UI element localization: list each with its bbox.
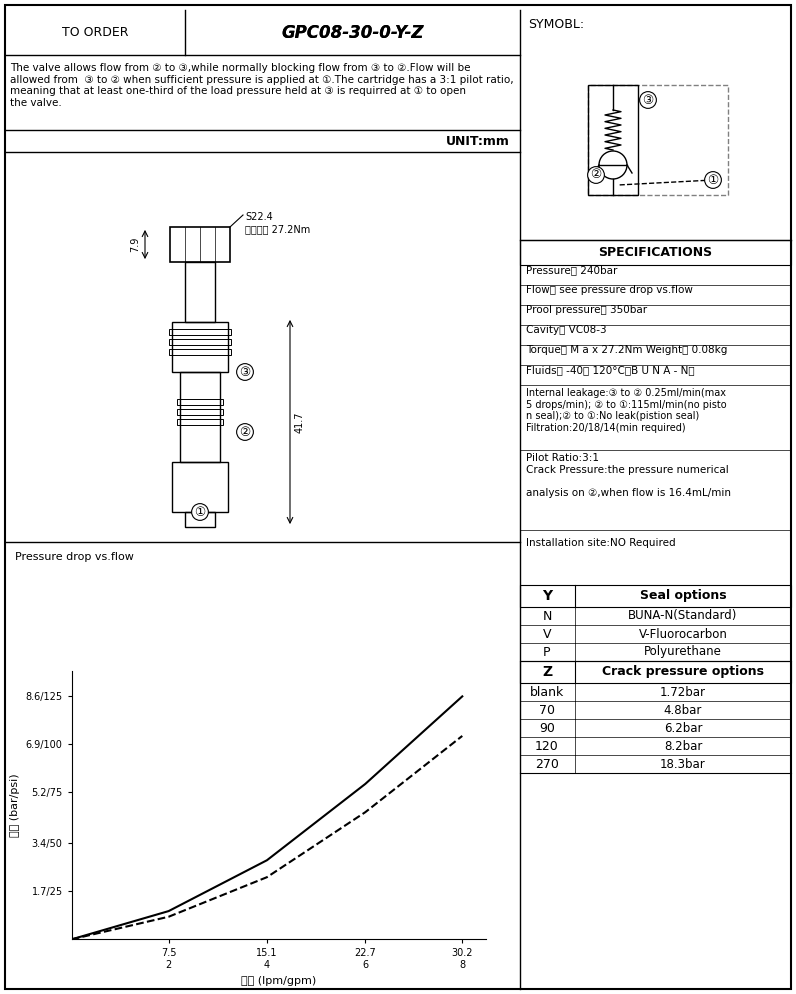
Text: Flow： see pressure drop vs.flow: Flow： see pressure drop vs.flow — [526, 285, 693, 295]
Text: 70: 70 — [539, 704, 555, 717]
r — [361, 806, 370, 818]
Bar — [172, 322, 228, 372]
Text: ③到 ②—(p)； ② 到③ - - -(r): ③到 ②—(p)； ② 到③ - - -(r) — [125, 833, 275, 846]
Text: GPC08-30-0-Y-Z: GPC08-30-0-Y-Z — [281, 24, 423, 42]
Text: ②: ② — [591, 169, 602, 182]
Bar — [185, 262, 215, 322]
Text: Internal leakage:③ to ② 0.25ml/min(max
5 drops/min); ② to ①:115ml/min(no pisto
n: Internal leakage:③ to ② 0.25ml/min(max 5… — [526, 388, 727, 432]
Text: The valve allows flow from ② to ③,while normally blocking flow from ③ to ②.Flow : The valve allows flow from ② to ③,while … — [10, 63, 513, 107]
Bar — [520, 661, 791, 683]
Text: 40°C 时 32 cSt/150 ssu 的油液: 40°C 时 32 cSt/150 ssu 的油液 — [117, 848, 283, 861]
Text: 6.2bar: 6.2bar — [664, 722, 702, 735]
Bar — [180, 372, 220, 462]
Bar — [169, 329, 231, 335]
Text: 8.2bar: 8.2bar — [664, 740, 702, 752]
p — [262, 854, 271, 866]
Text: ①: ① — [708, 174, 719, 187]
Bar — [588, 85, 638, 195]
p — [67, 933, 76, 945]
Bar — [169, 339, 231, 345]
Text: SPECIFICATIONS: SPECIFICATIONS — [599, 246, 712, 259]
Text: 90: 90 — [539, 722, 555, 735]
Bar — [170, 227, 230, 262]
Text: Z: Z — [542, 665, 552, 679]
Bar — [172, 462, 228, 512]
Text: 4.8bar: 4.8bar — [664, 704, 702, 717]
Text: 力矩最大 27.2Nm: 力矩最大 27.2Nm — [245, 224, 310, 234]
Line: r: r — [72, 736, 462, 939]
Text: Pilot Ratio:3:1
Crack Pressure:the pressure numerical

analysis on ②,when flow i: Pilot Ratio:3:1 Crack Pressure:the press… — [526, 453, 731, 498]
p — [164, 906, 174, 917]
Bar — [520, 240, 791, 265]
Text: 120: 120 — [535, 740, 559, 752]
Text: V: V — [543, 627, 552, 640]
Text: Crack pressure options: Crack pressure options — [602, 666, 764, 679]
Text: Y: Y — [542, 589, 552, 603]
X-axis label: 流量 (lpm/gpm): 流量 (lpm/gpm) — [241, 975, 316, 985]
Text: V-Fluorocarbon: V-Fluorocarbon — [638, 627, 728, 640]
Text: Prool pressure： 350bar: Prool pressure： 350bar — [526, 305, 647, 315]
Bar — [588, 85, 728, 195]
Text: TO ORDER: TO ORDER — [62, 26, 128, 39]
Text: Torque： M a x 27.2Nm Weight： 0.08kg: Torque： M a x 27.2Nm Weight： 0.08kg — [526, 345, 728, 355]
Text: P: P — [543, 645, 551, 658]
Text: BUNA-N(Standard): BUNA-N(Standard) — [628, 609, 738, 622]
Text: Pressure： 240bar: Pressure： 240bar — [526, 265, 618, 275]
Text: 18.3bar: 18.3bar — [660, 757, 706, 770]
r — [458, 730, 467, 742]
Text: Installation site:NO Required: Installation site:NO Required — [526, 538, 676, 548]
Bar — [177, 409, 223, 415]
Text: blank: blank — [530, 686, 564, 699]
Y-axis label: 压降 (bar/psi): 压降 (bar/psi) — [10, 773, 20, 837]
p — [361, 778, 370, 790]
Text: 1.72bar: 1.72bar — [660, 686, 706, 699]
Text: ③: ③ — [642, 93, 654, 106]
Text: Polyurethane: Polyurethane — [644, 645, 722, 658]
Text: Seal options: Seal options — [640, 589, 726, 602]
Text: S22.4: S22.4 — [245, 212, 273, 222]
Text: SYMOBL:: SYMOBL: — [528, 18, 584, 31]
Text: Fluids： -40～ 120°C（B U N A - N）: Fluids： -40～ 120°C（B U N A - N） — [526, 365, 695, 375]
Text: Pressure drop vs.flow: Pressure drop vs.flow — [15, 552, 134, 562]
Bar — [185, 512, 215, 527]
Text: GPC08-30-0-Y-Z: GPC08-30-0-Y-Z — [281, 24, 423, 42]
Bar — [169, 349, 231, 355]
r — [164, 911, 174, 922]
Text: ③: ③ — [240, 366, 251, 379]
Bar — [177, 399, 223, 405]
r — [262, 871, 271, 883]
r — [67, 933, 76, 945]
Text: ①: ① — [194, 506, 205, 519]
p — [458, 691, 467, 703]
Text: Cavity： VC08-3: Cavity： VC08-3 — [526, 325, 607, 335]
Text: 7.9: 7.9 — [130, 237, 140, 252]
Line: p: p — [72, 697, 462, 939]
Text: ②: ② — [240, 425, 251, 438]
Text: 41.7: 41.7 — [295, 412, 305, 432]
Text: UNIT:mm: UNIT:mm — [446, 135, 510, 148]
Bar — [520, 585, 791, 607]
Text: N: N — [542, 609, 552, 622]
Bar — [177, 419, 223, 425]
Text: 270: 270 — [535, 757, 559, 770]
